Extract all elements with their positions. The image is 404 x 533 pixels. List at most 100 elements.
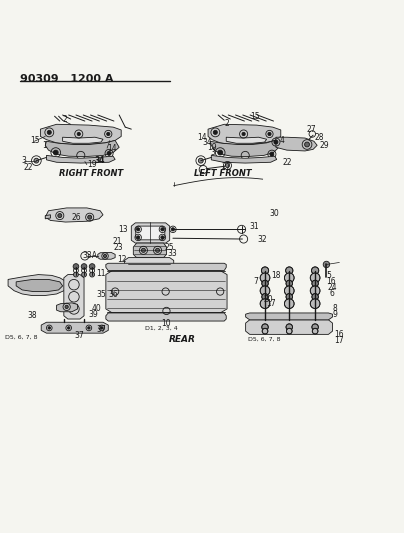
Circle shape: [312, 294, 318, 300]
Circle shape: [268, 132, 271, 135]
Text: 10: 10: [162, 319, 171, 328]
Circle shape: [82, 272, 86, 277]
Circle shape: [225, 164, 229, 167]
Text: 16: 16: [326, 277, 336, 286]
Text: 34: 34: [95, 156, 105, 165]
Circle shape: [262, 294, 268, 300]
Circle shape: [284, 286, 294, 296]
Circle shape: [137, 236, 140, 239]
Circle shape: [67, 327, 70, 329]
Circle shape: [312, 328, 318, 334]
Polygon shape: [276, 137, 317, 151]
Text: 13: 13: [118, 225, 128, 234]
Text: 17: 17: [335, 336, 344, 344]
Text: 25: 25: [165, 243, 175, 252]
Polygon shape: [45, 141, 119, 157]
Circle shape: [312, 280, 318, 287]
Text: 4: 4: [280, 136, 284, 145]
Text: 27: 27: [221, 162, 231, 171]
Text: 11: 11: [96, 269, 106, 278]
Circle shape: [47, 131, 51, 134]
Circle shape: [286, 324, 292, 330]
Polygon shape: [106, 263, 226, 271]
Text: 18: 18: [271, 271, 281, 280]
Circle shape: [90, 272, 95, 277]
Polygon shape: [8, 274, 68, 296]
Text: 24: 24: [327, 283, 337, 292]
Circle shape: [310, 273, 320, 282]
Text: 33A: 33A: [83, 251, 98, 260]
Circle shape: [198, 158, 203, 163]
Text: 6: 6: [329, 289, 334, 298]
Text: 14: 14: [197, 133, 207, 142]
Text: 39: 39: [88, 310, 98, 319]
Polygon shape: [106, 271, 227, 313]
Circle shape: [262, 280, 268, 287]
Text: 7: 7: [254, 277, 259, 286]
Text: 90309   1200 A: 90309 1200 A: [20, 74, 114, 84]
Circle shape: [284, 299, 294, 309]
Polygon shape: [133, 243, 166, 257]
Text: 36: 36: [108, 290, 118, 300]
Circle shape: [274, 140, 278, 144]
Circle shape: [88, 327, 90, 329]
Circle shape: [171, 228, 175, 231]
Circle shape: [311, 267, 319, 274]
Polygon shape: [98, 252, 115, 259]
Text: D5, 6, 7, 8: D5, 6, 7, 8: [5, 335, 37, 340]
Circle shape: [286, 328, 292, 334]
Polygon shape: [64, 274, 84, 319]
Text: RIGHT FRONT: RIGHT FRONT: [59, 169, 123, 178]
Circle shape: [260, 273, 270, 282]
Text: 37: 37: [96, 325, 106, 334]
Circle shape: [286, 294, 292, 300]
Circle shape: [107, 151, 111, 156]
Circle shape: [270, 152, 274, 156]
Text: 21: 21: [112, 237, 122, 246]
Text: 27: 27: [306, 125, 316, 134]
Circle shape: [89, 264, 95, 269]
Polygon shape: [124, 257, 174, 270]
Text: REAR: REAR: [169, 335, 196, 344]
Circle shape: [262, 328, 268, 334]
Circle shape: [312, 324, 318, 330]
Text: 12: 12: [117, 255, 127, 264]
Polygon shape: [41, 322, 108, 333]
Circle shape: [323, 261, 330, 268]
Circle shape: [261, 267, 269, 274]
Polygon shape: [106, 313, 226, 321]
Polygon shape: [16, 279, 63, 292]
Circle shape: [88, 215, 92, 219]
Circle shape: [73, 264, 79, 269]
Circle shape: [81, 264, 87, 269]
Text: 9: 9: [332, 310, 337, 319]
Polygon shape: [46, 156, 115, 163]
Polygon shape: [57, 303, 78, 312]
Polygon shape: [211, 156, 277, 163]
Circle shape: [286, 280, 292, 287]
Circle shape: [65, 305, 68, 309]
Circle shape: [161, 236, 164, 239]
Circle shape: [262, 324, 268, 330]
Circle shape: [310, 299, 320, 309]
Text: 20: 20: [263, 295, 273, 304]
Circle shape: [260, 286, 270, 296]
Circle shape: [141, 248, 145, 252]
Circle shape: [101, 327, 103, 329]
Text: 28: 28: [314, 133, 324, 142]
Polygon shape: [246, 320, 332, 334]
Text: 33: 33: [168, 249, 177, 258]
Text: 34: 34: [203, 138, 213, 147]
Text: 14: 14: [107, 143, 117, 152]
Circle shape: [310, 286, 320, 296]
Circle shape: [137, 228, 140, 231]
Polygon shape: [45, 215, 50, 219]
Circle shape: [77, 132, 80, 135]
Text: 3: 3: [21, 156, 26, 165]
Circle shape: [34, 158, 39, 163]
Polygon shape: [226, 137, 267, 143]
Circle shape: [305, 142, 309, 147]
Polygon shape: [131, 223, 170, 243]
Text: D1, 2, 3, 4: D1, 2, 3, 4: [145, 326, 178, 330]
Text: 30: 30: [270, 209, 280, 217]
